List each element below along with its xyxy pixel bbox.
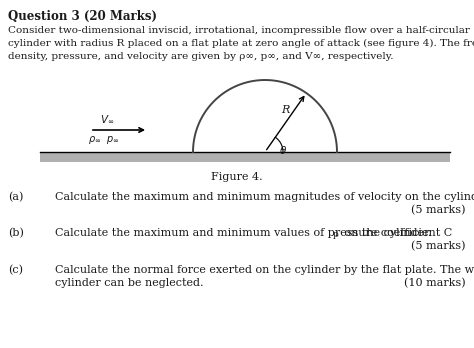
- Text: Figure 4.: Figure 4.: [211, 172, 263, 182]
- Text: (b): (b): [8, 228, 24, 238]
- Text: cylinder with radius R placed on a flat plate at zero angle of attack (see figur: cylinder with radius R placed on a flat …: [8, 39, 474, 48]
- Text: R: R: [281, 105, 289, 115]
- Text: Calculate the maximum and minimum values of pressure coefficient C: Calculate the maximum and minimum values…: [55, 228, 452, 238]
- Text: (10 marks): (10 marks): [404, 278, 466, 288]
- Bar: [40, 152, 450, 162]
- Text: (5 marks): (5 marks): [411, 241, 466, 251]
- Text: $V_{\infty}$: $V_{\infty}$: [100, 113, 114, 125]
- Text: Consider two-dimensional inviscid, irrotational, incompressible flow over a half: Consider two-dimensional inviscid, irrot…: [8, 26, 470, 35]
- Text: (a): (a): [8, 192, 23, 202]
- Text: Question 3 (20 Marks): Question 3 (20 Marks): [8, 10, 157, 23]
- Text: density, pressure, and velocity are given by ρ∞, p∞, and V∞, respectively.: density, pressure, and velocity are give…: [8, 52, 393, 61]
- Text: p: p: [333, 230, 339, 239]
- Text: $\theta$: $\theta$: [279, 144, 287, 156]
- Text: $\rho_{\infty}\ \ p_{\infty}$: $\rho_{\infty}\ \ p_{\infty}$: [88, 134, 119, 146]
- Text: Calculate the maximum and minimum magnitudes of velocity on the cylinder.: Calculate the maximum and minimum magnit…: [55, 192, 474, 202]
- Text: cylinder can be neglected.: cylinder can be neglected.: [55, 278, 203, 288]
- Text: Calculate the normal force exerted on the cylinder by the flat plate. The weight: Calculate the normal force exerted on th…: [55, 265, 474, 275]
- Text: on the cylinder.: on the cylinder.: [341, 228, 432, 238]
- Text: (c): (c): [8, 265, 23, 275]
- Text: (5 marks): (5 marks): [411, 205, 466, 215]
